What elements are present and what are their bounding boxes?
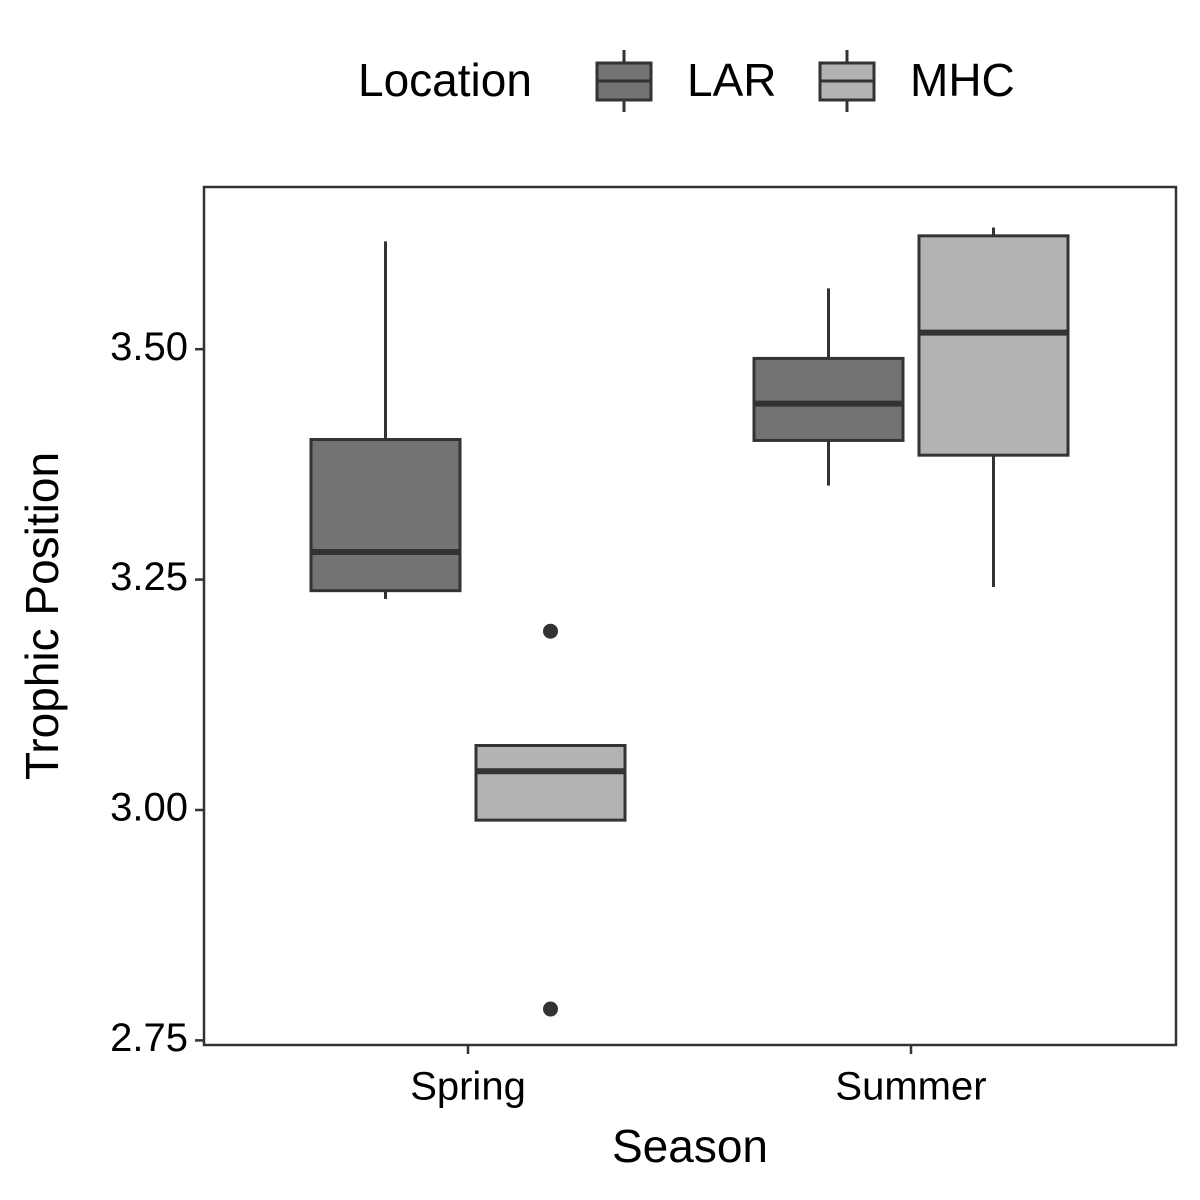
legend-title: Location <box>358 54 532 106</box>
plot-panel <box>202 185 1178 1047</box>
box <box>474 743 627 822</box>
legend-label: MHC <box>910 54 1015 106</box>
outlier <box>543 623 558 639</box>
y-tick-label: 3.00 <box>110 786 188 830</box>
box <box>917 234 1070 457</box>
x-axis-title: Season <box>612 1120 768 1172</box>
y-tick-label: 3.25 <box>110 555 188 599</box>
y-tick-label: 3.50 <box>110 325 188 369</box>
box <box>309 438 462 593</box>
box <box>752 356 905 442</box>
y-axis-title: Trophic Position <box>16 452 68 780</box>
y-tick-label: 2.75 <box>110 1016 188 1060</box>
legend-label: LAR <box>687 54 776 106</box>
x-tick-label: Spring <box>410 1065 526 1109</box>
x-tick-label: Summer <box>835 1065 986 1109</box>
outlier <box>543 1001 558 1017</box>
